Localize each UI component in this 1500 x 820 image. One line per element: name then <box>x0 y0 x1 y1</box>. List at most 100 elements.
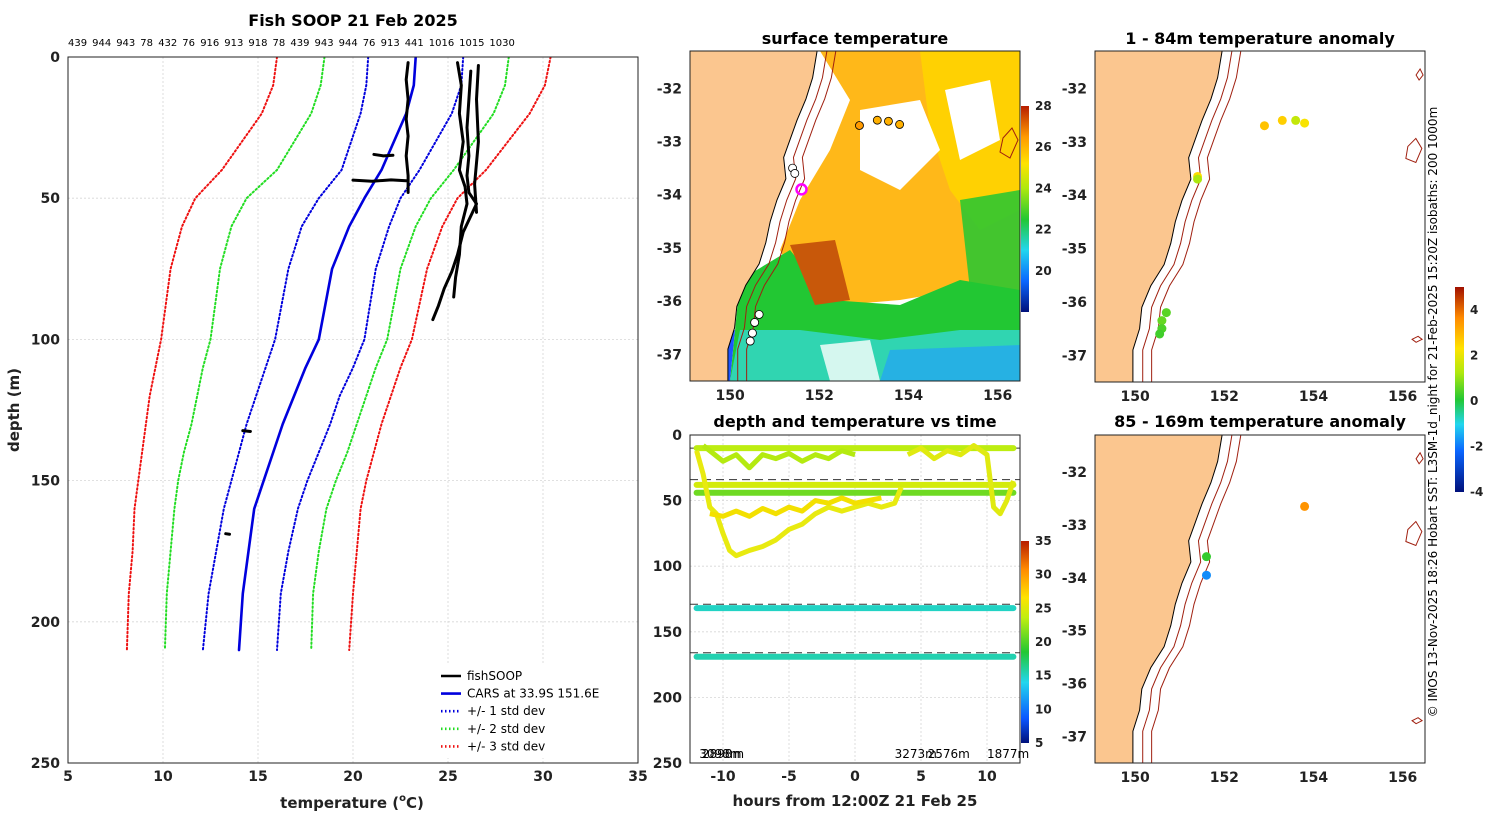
map-ytick-label: -37 <box>657 347 682 363</box>
map-seamount-north <box>1415 68 1424 81</box>
sst-colorbar-ticks: 20 22 24 26 28 <box>1035 99 1052 278</box>
sst-colorbar-tick: 24 <box>1035 181 1052 195</box>
profile-top-label: 1030 <box>489 38 514 49</box>
profile-ytick-label: 100 <box>31 332 60 348</box>
anomaly-point <box>1259 121 1269 131</box>
anomaly-point <box>1277 115 1287 125</box>
sst-station-points <box>745 115 904 346</box>
profile-legend: fishSOOP CARS at 33.9S 151.6E +/- 1 std de… <box>436 664 632 758</box>
map-ytick-label: -33 <box>1062 518 1087 534</box>
map-ytick-label: -36 <box>1062 677 1087 693</box>
profile-xtick-label: 35 <box>628 769 647 785</box>
sst-map-ticks: 150 152 154 156 -32 -33 -34 -35 -36 -37 <box>657 81 1013 404</box>
map-xtick-label: 150 <box>1121 389 1150 405</box>
depth-time-ytick-label: 100 <box>653 559 682 575</box>
profile-top-label: 1016 <box>429 38 454 49</box>
map-ytick-label: -32 <box>1062 465 1087 481</box>
profile-line-fishsoop-h <box>224 532 231 536</box>
anomaly-colorbar-tick: 0 <box>1470 394 1478 408</box>
map-xtick-label: 152 <box>805 388 834 404</box>
map-isobath-200 <box>1142 435 1233 763</box>
profile-line--3-std-dev-low <box>125 57 278 652</box>
sst-map-frame <box>689 50 1021 382</box>
sst-colorbar <box>1021 106 1029 312</box>
profile-line--1-std-dev-low <box>201 57 370 652</box>
sst-isobath-200 <box>737 51 828 381</box>
temp-colorbar-tick: 20 <box>1035 635 1052 649</box>
depth-time-fish-track-2 <box>709 495 882 519</box>
temp-colorbar-tick: 10 <box>1035 702 1052 716</box>
depth-time-xlabel: hours from 12:00Z 21 Feb 25 <box>733 792 978 810</box>
profile-top-label: 76 <box>363 38 376 49</box>
legend-label: +/- 2 std dev <box>467 722 545 736</box>
map-xtick-label: 154 <box>894 388 923 404</box>
profile-top-label: 76 <box>182 38 195 49</box>
depth-time-bottom-label: 2898m <box>702 747 744 761</box>
map-ytick-label: -32 <box>1062 81 1087 97</box>
anomaly-upper-plot <box>1095 51 1425 382</box>
profile-ylabel: depth (m) <box>5 368 23 452</box>
map-isobath-1000 <box>1151 435 1242 763</box>
temp-colorbar-ticks: 5 10 15 20 25 30 35 <box>1035 534 1052 750</box>
depth-time-series <box>690 442 1020 660</box>
anomaly-lower-ticks: 150 152 154 156 -32 -33 -34 -35 -36 -37 <box>1062 465 1418 786</box>
sst-colorbar-tick: 22 <box>1035 223 1052 237</box>
sst-map-panel: surface temperature 150 152 154 156-3 <box>657 29 1052 404</box>
legend-label: +/- 1 std dev <box>467 704 545 718</box>
sst-station-marker <box>750 318 760 327</box>
sst-current-location <box>795 183 808 196</box>
profile-top-label: 943 <box>116 38 135 49</box>
profile-line-fishsoop-f <box>372 152 395 158</box>
profile-top-label: 432 <box>158 38 177 49</box>
depth-time-xtick-label: 10 <box>977 769 997 785</box>
anomaly-point <box>1201 552 1211 562</box>
map-ytick-label: -34 <box>657 188 683 204</box>
profile-top-labels: 439 944 943 78 432 76 916 913 918 78 439 943 944 76 91… <box>68 38 515 49</box>
sst-map-title: surface temperature <box>762 29 949 48</box>
map-seamount <box>1405 520 1423 547</box>
anomaly-point <box>1300 118 1310 128</box>
sst-station-marker <box>754 310 764 319</box>
map-ytick-label: -35 <box>1062 242 1087 258</box>
depth-time-frame <box>689 434 1021 764</box>
profile-top-label: 78 <box>273 38 286 49</box>
depth-time-title: depth and temperature vs time <box>713 412 996 431</box>
depth-time-xtick-label: -10 <box>710 769 736 785</box>
map-xtick-label: 154 <box>1299 389 1328 405</box>
anomaly-point <box>1201 570 1211 580</box>
sst-cloud-b <box>945 80 1000 160</box>
depth-time-xtick-label: 5 <box>916 769 926 785</box>
map-ytick-label: -35 <box>657 241 682 257</box>
depth-time-xtick-label: 0 <box>850 769 860 785</box>
legend-box <box>436 664 632 758</box>
sst-colorbar-tick: 20 <box>1035 264 1052 278</box>
sst-isobath-1000 <box>746 51 837 381</box>
sst-station-marker <box>790 169 800 178</box>
profile-line--3-std-dev-high <box>348 57 552 652</box>
sst-colorbar-tick: 28 <box>1035 99 1052 113</box>
sst-colorbar-tick: 26 <box>1035 140 1052 154</box>
map-ytick-label: -32 <box>657 81 682 97</box>
map-seamount-north <box>1415 451 1424 465</box>
depth-time-fish-track <box>694 450 904 559</box>
anomaly-lower-plot <box>1095 435 1425 763</box>
anomaly-point <box>1155 329 1165 339</box>
profile-frame <box>67 56 639 764</box>
anomaly-colorbar <box>1455 287 1464 492</box>
profile-top-label: 916 <box>200 38 219 49</box>
map-land <box>1095 51 1223 382</box>
sst-seamount <box>999 127 1019 159</box>
map-xtick-label: 150 <box>716 388 745 404</box>
depth-time-ytick-label: 50 <box>663 494 683 510</box>
anomaly-colorbar-tick: -2 <box>1470 439 1483 453</box>
depth-time-panel: depth and temperature vs time -10 -5 0 5 100… <box>653 412 1052 810</box>
profile-top-label: 439 <box>290 38 309 49</box>
depth-time-fish-track-4 <box>701 443 856 471</box>
profile-ticks: 5 10 15 20 25 30 35 0 50 100 150 200 250 <box>31 50 648 785</box>
map-xtick-label: 156 <box>983 388 1012 404</box>
depth-time-xtick-label: -5 <box>781 769 797 785</box>
anomaly-upper-panel: 1 - 84m temperature anomaly 150 152 154 156… <box>1062 29 1426 405</box>
profile-ytick-label: 50 <box>41 191 61 207</box>
